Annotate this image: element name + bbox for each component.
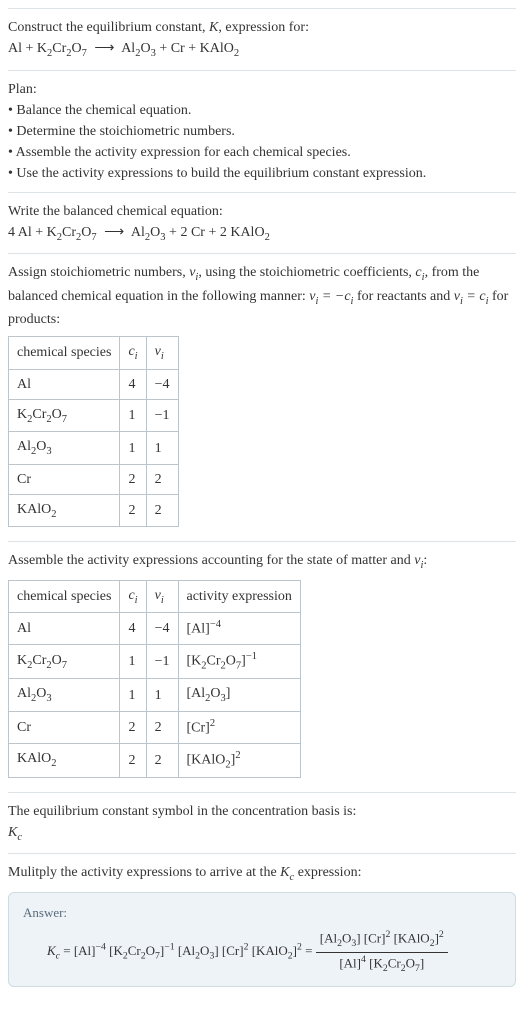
th-ci: ci [120,580,146,613]
cell: 1 [146,679,178,712]
cell: K2Cr2O7 [9,399,120,432]
cell: 2 [146,743,178,777]
th-nu: νi [146,580,178,613]
intro-line1: Construct the equilibrium constant, [8,20,209,35]
cell: 2 [146,464,178,494]
stoich-ci: ci [415,265,424,280]
stoich-intro2: , using the stoichiometric coefficients, [198,265,415,280]
cell: 2 [120,711,146,743]
cell: Al2O3 [9,432,120,465]
table-row: Al4−4 [9,369,179,399]
cell: KAlO2 [9,743,120,777]
cell: [KAlO2]2 [178,743,300,777]
cell: −1 [146,645,178,679]
cell: 1 [120,645,146,679]
th-ci: ci [120,337,146,370]
cell: KAlO2 [9,494,120,527]
multiply-section: Mulitply the activity expressions to arr… [8,853,516,995]
plan-list: Balance the chemical equation. Determine… [8,100,516,184]
cell: Cr [9,464,120,494]
cell: [Al2O3] [178,679,300,712]
table-row: Al2O311 [9,432,179,465]
cell: −4 [146,613,178,645]
stoich-section: Assign stoichiometric numbers, νi, using… [8,253,516,541]
cell: 4 [120,369,146,399]
cell: 2 [146,711,178,743]
symbol-line: The equilibrium constant symbol in the c… [8,801,516,822]
multiply-line: Mulitply the activity expressions to arr… [8,862,516,886]
table-header-row: chemical species ci νi [9,337,179,370]
answer-numerator: [Al2O3] [Cr]2 [KAlO2]2 [316,928,448,953]
stoich-rel2: νi = ci [454,289,489,304]
cell: 4 [120,613,146,645]
plan-item: Use the activity expressions to build th… [8,163,516,184]
cell: Cr [9,711,120,743]
cell: 2 [120,464,146,494]
cell: [K2Cr2O7]−1 [178,645,300,679]
cell: 1 [146,432,178,465]
answer-expression: Kc = [Al]−4 [K2Cr2O7]−1 [Al2O3] [Cr]2 [K… [47,928,501,976]
stoich-intro4: for reactants and [353,289,453,304]
intro-text: Construct the equilibrium constant, K, e… [8,17,516,38]
table-row: KAlO222[KAlO2]2 [9,743,301,777]
cell: 2 [120,494,146,527]
balanced-heading: Write the balanced chemical equation: [8,201,516,222]
cell: [Al]−4 [178,613,300,645]
intro-line1b: , expression for: [218,20,309,35]
intro-K: K [209,20,218,35]
plan-section: Plan: Balance the chemical equation. Det… [8,70,516,192]
cell: −4 [146,369,178,399]
answer-label: Answer: [23,903,501,923]
stoich-table: chemical species ci νi Al4−4 K2Cr2O71−1 … [8,336,179,527]
symbol-section: The equilibrium constant symbol in the c… [8,792,516,854]
table-row: Cr22 [9,464,179,494]
cell: −1 [146,399,178,432]
stoich-nu: νi [189,265,198,280]
answer-denominator: [Al]4 [K2Cr2O7] [316,953,448,977]
symbol-kc: Kc [8,822,516,846]
plan-heading: Plan: [8,79,516,100]
table-header-row: chemical species ci νi activity expressi… [9,580,301,613]
table-row: Al4−4[Al]−4 [9,613,301,645]
table-row: KAlO222 [9,494,179,527]
activity-section: Assemble the activity expressions accoun… [8,541,516,791]
table-row: K2Cr2O71−1[K2Cr2O7]−1 [9,645,301,679]
answer-fraction: [Al2O3] [Cr]2 [KAlO2]2 [Al]4 [K2Cr2O7] [316,928,448,976]
stoich-intro1: Assign stoichiometric numbers, [8,265,189,280]
cell: K2Cr2O7 [9,645,120,679]
cell: [Cr]2 [178,711,300,743]
th-species: chemical species [9,337,120,370]
intro-equation: Al + K2Cr2O7 ⟶ Al2O3 + Cr + KAlO2 [8,38,516,62]
stoich-intro: Assign stoichiometric numbers, νi, using… [8,262,516,330]
balanced-section: Write the balanced chemical equation: 4 … [8,192,516,254]
cell: Al2O3 [9,679,120,712]
cell: 1 [120,399,146,432]
cell: 2 [120,743,146,777]
table-row: K2Cr2O71−1 [9,399,179,432]
cell: Al [9,613,120,645]
cell: Al [9,369,120,399]
plan-item: Balance the chemical equation. [8,100,516,121]
cell: 2 [146,494,178,527]
th-activity: activity expression [178,580,300,613]
plan-item: Determine the stoichiometric numbers. [8,121,516,142]
balanced-equation: 4 Al + K2Cr2O7 ⟶ Al2O3 + 2 Cr + 2 KAlO2 [8,222,516,246]
intro-section: Construct the equilibrium constant, K, e… [8,8,516,70]
cell: 1 [120,679,146,712]
th-species: chemical species [9,580,120,613]
activity-table: chemical species ci νi activity expressi… [8,580,301,778]
table-row: Al2O311[Al2O3] [9,679,301,712]
answer-box: Answer: Kc = [Al]−4 [K2Cr2O7]−1 [Al2O3] … [8,892,516,988]
table-row: Cr22[Cr]2 [9,711,301,743]
activity-heading: Assemble the activity expressions accoun… [8,550,516,574]
stoich-rel1: νi = −ci [309,289,353,304]
th-nu: νi [146,337,178,370]
plan-item: Assemble the activity expression for eac… [8,142,516,163]
cell: 1 [120,432,146,465]
